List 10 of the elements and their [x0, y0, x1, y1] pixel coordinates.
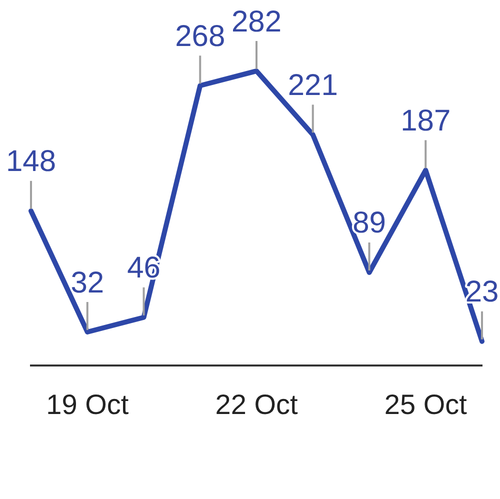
x-tick-label: 25 Oct [384, 388, 468, 420]
data-label: 221 [288, 68, 338, 102]
data-label: 89 [352, 206, 386, 240]
x-tick-label: 22 Oct [215, 388, 298, 420]
data-label: 187 [400, 104, 451, 138]
data-label: 282 [231, 5, 282, 38]
data-label: 32 [70, 266, 104, 300]
data-label: 268 [175, 20, 226, 53]
data-label: 148 [6, 145, 56, 178]
x-tick-label: 19 Oct [46, 388, 129, 420]
